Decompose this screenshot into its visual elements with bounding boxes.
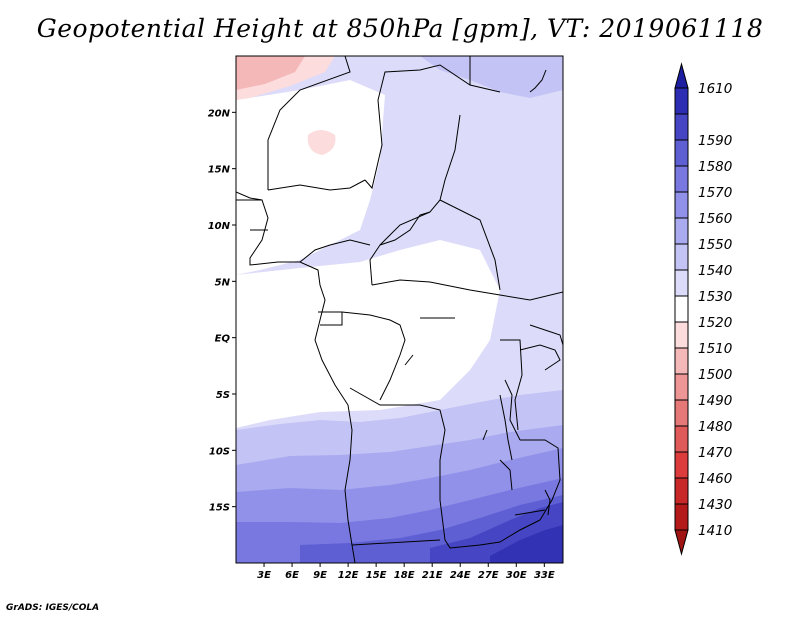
field-1500-nw	[236, 56, 305, 90]
colorbar-label: 1410	[698, 523, 732, 539]
field-1520-west	[236, 80, 385, 275]
colorbar-over-triangle	[674, 62, 689, 89]
lon-tick-label: 24E	[450, 570, 471, 581]
colorbar-under-triangle	[674, 529, 689, 556]
colorbar-label: 1500	[698, 367, 732, 383]
colorbar-label: 1610	[698, 81, 732, 97]
lon-tick-label: 3E	[257, 570, 271, 581]
lat-tick-label: 20N	[208, 108, 231, 119]
colorbar-label: 1520	[698, 315, 732, 331]
field-1600	[490, 525, 563, 563]
colorbar-swatch	[674, 87, 689, 115]
colorbar-label: 1540	[698, 263, 732, 279]
lat-tick-label: 15S	[209, 503, 230, 514]
lon-tick-label: 15E	[366, 570, 387, 581]
lat-tick-label: 10N	[208, 221, 231, 232]
lat-tick-label: 15N	[208, 165, 231, 176]
colorbar-label: 1430	[698, 497, 732, 513]
colorbar-swatch	[674, 243, 689, 271]
colorbar-swatch	[674, 269, 689, 297]
colorbar-swatch	[674, 139, 689, 167]
colorbar-label: 1460	[698, 471, 732, 487]
colorbar-label: 1590	[698, 133, 732, 149]
lon-tick-label: 30E	[506, 570, 527, 581]
colorbar-label: 1510	[698, 341, 732, 357]
lat-tick-label: 5N	[215, 277, 231, 288]
colorbar-label: 1490	[698, 393, 732, 409]
colorbar-label: 1550	[698, 237, 732, 253]
lon-tick-label: 33E	[534, 570, 555, 581]
lon-tick-label: 27E	[478, 570, 499, 581]
colorbar-swatch	[674, 321, 689, 349]
colorbar-swatch	[674, 347, 689, 375]
field-shading	[236, 56, 563, 563]
colorbar-label: 1580	[698, 159, 732, 175]
chart-title: Geopotential Height at 850hPa [gpm], VT:…	[36, 14, 764, 43]
lon-tick-label: 6E	[285, 570, 299, 581]
lon-tick-label: 21E	[422, 570, 443, 581]
colorbar-label: 1570	[698, 185, 732, 201]
lon-tick-label: 9E	[313, 570, 327, 581]
colorbar-label: 1530	[698, 289, 732, 305]
colorbar-label: 1560	[698, 211, 732, 227]
colorbar-swatch	[674, 425, 689, 453]
colorbar-swatch	[674, 477, 689, 505]
plot-frame	[235, 55, 564, 564]
colorbar-swatch	[674, 191, 689, 219]
colorbar-swatch	[674, 399, 689, 427]
colorbar-swatch	[674, 451, 689, 479]
colorbar-label: 1470	[698, 445, 732, 461]
lon-tick-label: 18E	[394, 570, 415, 581]
country-boundaries	[236, 56, 563, 563]
colorbar-swatch	[674, 295, 689, 323]
colorbar-swatch	[674, 113, 689, 141]
lat-tick-label: 10S	[209, 446, 230, 457]
colorbar: 1410 1430 1460 1470 1480 1490 1500 1510 1520 1530…	[674, 62, 732, 556]
lat-tick-label: EQ	[215, 334, 231, 345]
field-1510-spot	[307, 130, 336, 155]
field-1540-ne	[420, 56, 563, 98]
colorbar-swatch	[674, 373, 689, 401]
credit-label: GrADS: IGES/COLA	[6, 603, 100, 613]
lat-tick-label: 5S	[216, 390, 230, 401]
colorbar-label: 1480	[698, 419, 732, 435]
field-1520-central	[236, 240, 500, 428]
colorbar-swatch	[674, 503, 689, 531]
colorbar-swatch	[674, 217, 689, 245]
colorbar-swatch	[674, 165, 689, 193]
axes: 3E 6E 9E 12E 15E 18E 21E 24E 27E 30E 33E 20N 15N 10N 5…	[208, 108, 555, 581]
lon-tick-label: 12E	[338, 570, 359, 581]
